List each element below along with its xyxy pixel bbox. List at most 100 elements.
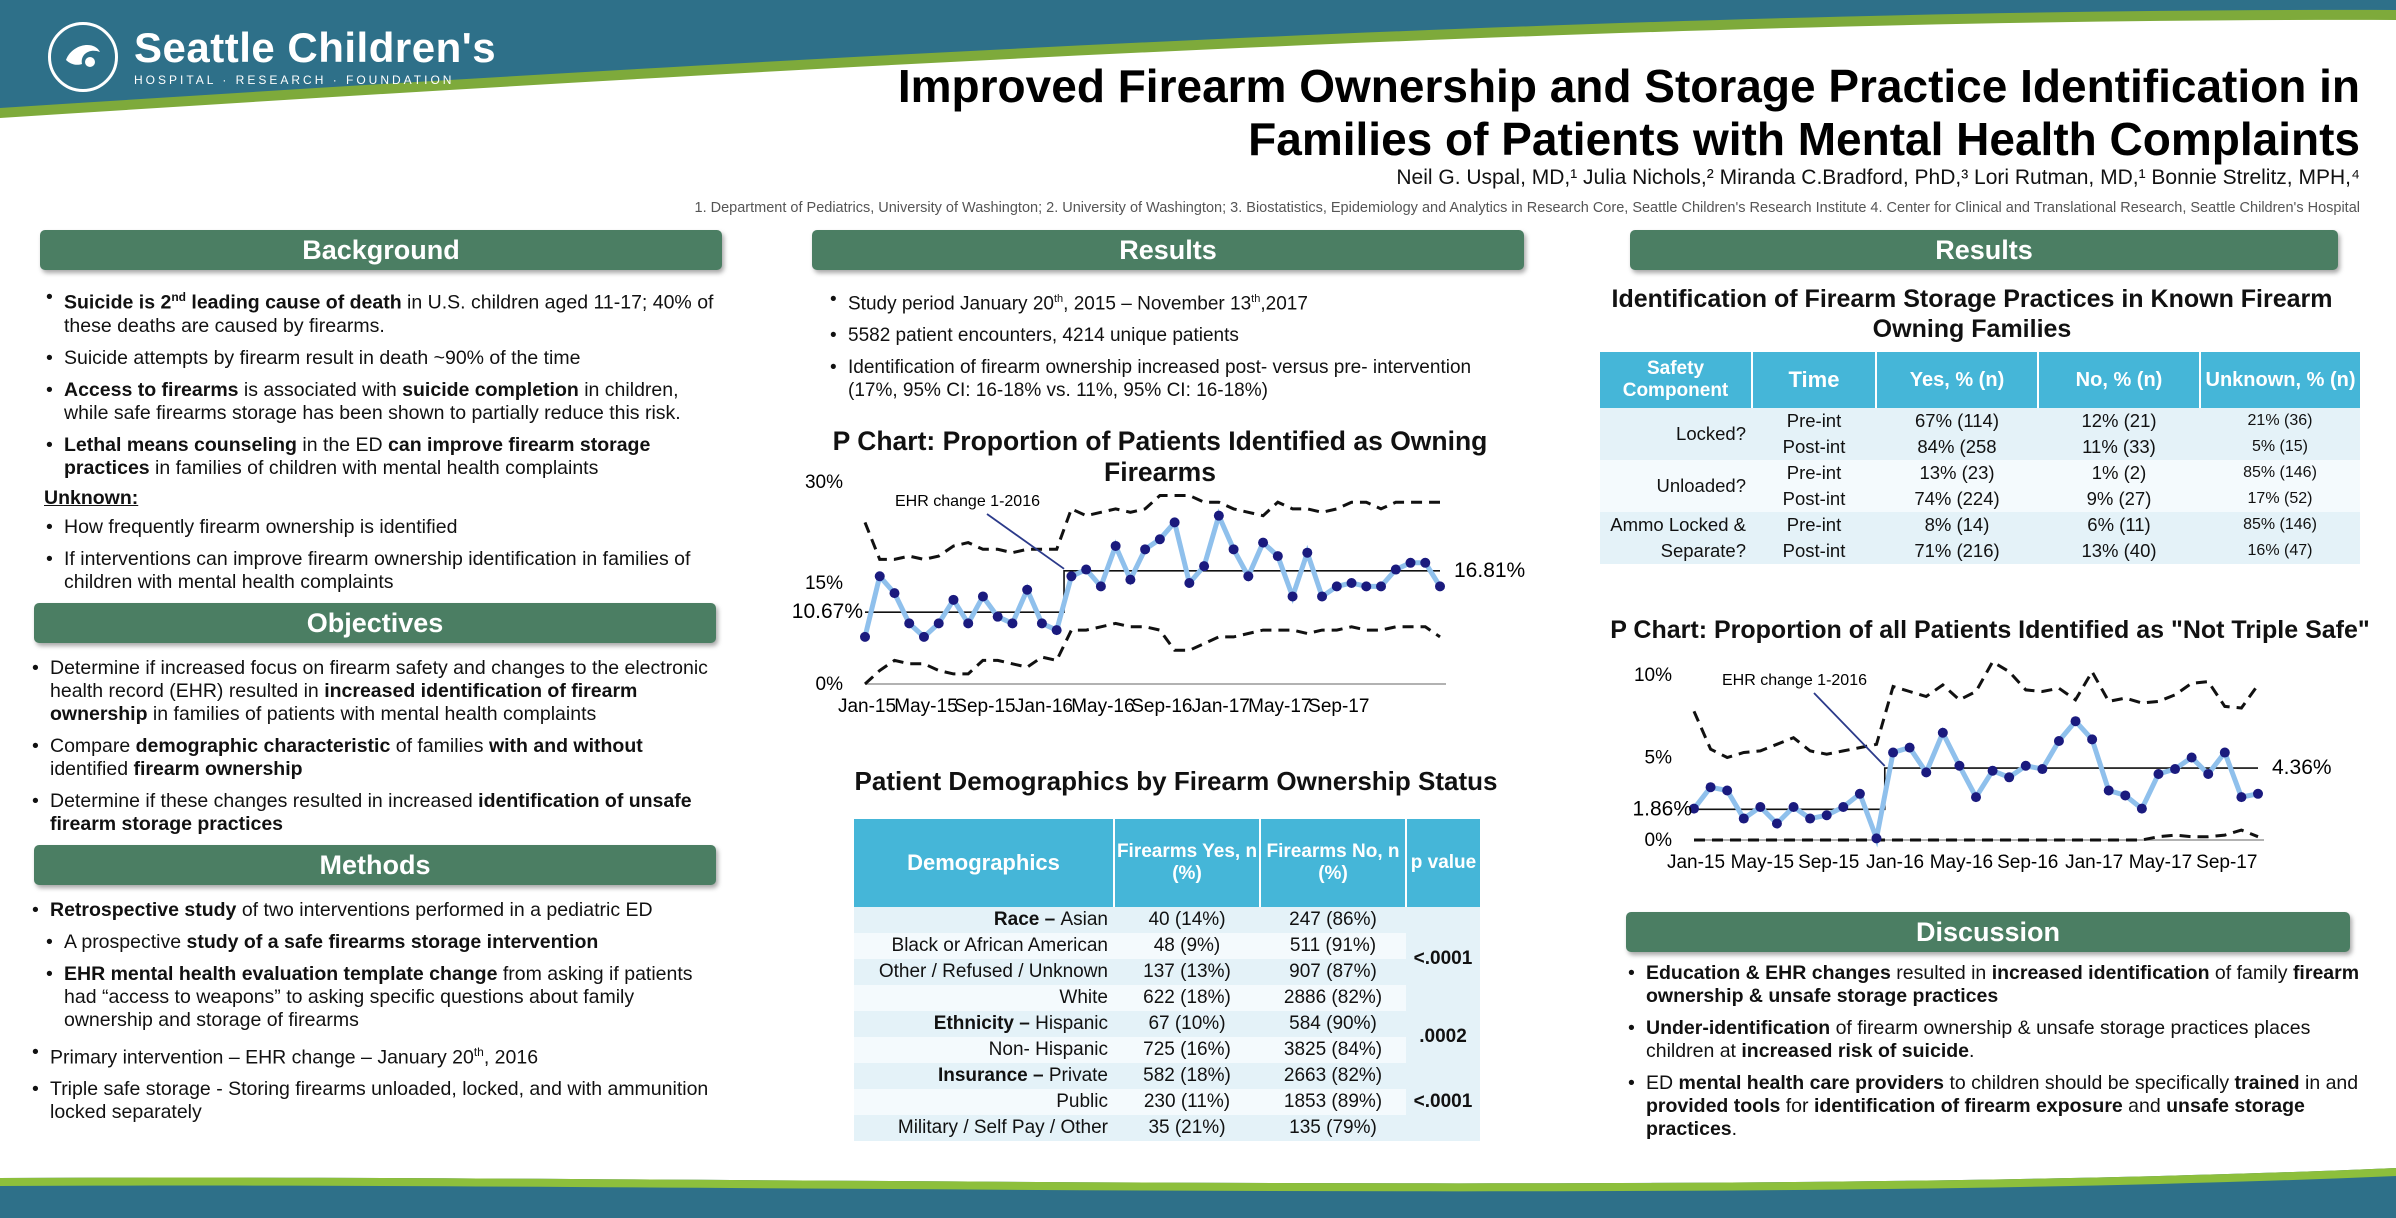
y-tick-label: 15%: [805, 573, 843, 594]
x-tick-label: Jan-15: [838, 696, 896, 717]
x-tick-label: May-16: [1930, 852, 1993, 873]
data-point: [860, 631, 870, 642]
data-point: [1987, 765, 1998, 776]
center-line: [1694, 767, 2258, 811]
data-point: [2120, 790, 2131, 801]
data-point: [2203, 769, 2214, 779]
x-tick-label: Sep-15: [954, 696, 1015, 717]
data-point: [1213, 510, 1224, 521]
data-point: [1140, 544, 1151, 555]
logo: Seattle Children's HOSPITAL · RESEARCH ·…: [48, 22, 496, 92]
list-item: A prospective study of a safe firearms s…: [28, 931, 722, 954]
table-row: Post-int 71% (216) 13% (40) 16% (47): [1600, 538, 2360, 564]
y-tick-label: 0%: [816, 674, 844, 695]
x-tick-label: May-17: [1248, 696, 1311, 717]
table-row: Race – Asian 40 (14%) 247 (86%) <.0001: [854, 907, 1480, 1011]
data-point: [2236, 792, 2247, 803]
data-point: [1838, 802, 1849, 812]
y-tick-label: 0%: [1645, 830, 1673, 851]
x-tick-label: May-16: [1071, 696, 1134, 717]
list-item: Suicide is 2nd leading cause of death in…: [42, 286, 722, 338]
data-point: [1287, 591, 1298, 602]
data-point: [1066, 571, 1077, 582]
bottom-banner: [0, 1168, 2396, 1218]
list-item: Under-identification of firearm ownershi…: [1624, 1017, 2364, 1063]
y-tick-label: 30%: [805, 472, 843, 493]
data-point: [1705, 782, 1716, 793]
chart1-title: P Chart: Proportion of Patients Identifi…: [832, 426, 1488, 487]
data-point: [1184, 578, 1195, 588]
data-point: [2037, 764, 2048, 775]
results-list: Study period January 20th, 2015 – Novemb…: [826, 288, 1524, 402]
data-point: [1904, 742, 1915, 753]
center-pre-label: 10.67%: [792, 600, 863, 623]
annotation-arrow: [986, 513, 1065, 570]
list-item: How frequently firearm ownership is iden…: [42, 516, 722, 539]
data-point: [1771, 818, 1782, 829]
data-point: [1805, 813, 1816, 824]
list-item: Identification of firearm ownership incr…: [826, 356, 1524, 402]
data-point: [889, 588, 900, 599]
right-column: Results: [1630, 230, 2338, 270]
data-point: [1435, 581, 1445, 592]
storage-table: Safety Component Time Yes, % (n) No, % (…: [1600, 352, 2360, 564]
data-point: [2153, 769, 2164, 779]
data-point: [1007, 618, 1018, 629]
lower-control-limit: [863, 621, 1441, 686]
data-point: [1821, 810, 1832, 821]
data-point: [1420, 557, 1431, 568]
table-row: Ethnicity – Hispanic 67 (10%) 584 (90%) .00…: [854, 1011, 1480, 1063]
list-item: 5582 patient encounters, 4214 unique pat…: [826, 324, 1524, 347]
methods-sublist: A prospective study of a safe firearms s…: [28, 931, 722, 1032]
data-point: [1954, 760, 1965, 771]
data-point: [1228, 544, 1239, 555]
upper-control-limit: [863, 494, 1440, 561]
data-point: [1689, 803, 1699, 814]
affiliations: 1. Department of Pediatrics, University …: [694, 200, 2361, 216]
list-item: Primary intervention – EHR change – Janu…: [28, 1041, 722, 1070]
objectives-header: Objectives: [34, 602, 716, 643]
table-row: Non- Hispanic 725 (16%) 3825 (84%): [854, 1037, 1480, 1063]
p-value: <.0001: [1406, 1063, 1480, 1141]
top-banner: [0, 0, 2396, 118]
methods-list: Retrospective study of two interventions…: [28, 899, 722, 922]
data-point: [1154, 534, 1165, 545]
data-point: [1937, 727, 1948, 738]
column-header: Yes, % (n): [1876, 352, 2039, 408]
methods-header: Methods: [34, 844, 716, 885]
list-item: Lethal means counseling in the ED can im…: [42, 434, 722, 480]
data-point: [2219, 747, 2230, 758]
demographics-table: Demographics Firearms Yes, n (%) Firearm…: [854, 819, 1480, 1141]
annotation-label: EHR change 1-2016: [1722, 672, 1867, 689]
data-point: [1199, 561, 1210, 572]
column-header: Unknown, % (n): [2200, 352, 2360, 408]
data-point: [1921, 767, 1932, 778]
discussion-header: Discussion: [1626, 912, 2350, 952]
data-point: [1110, 540, 1121, 551]
list-item: Retrospective study of two interventions…: [28, 899, 722, 922]
chart2-title: P Chart: Proportion of all Patients Iden…: [1610, 616, 2370, 644]
column-header: Time: [1752, 352, 1877, 408]
results-header-1: Results: [812, 230, 1524, 270]
demographics-title: Patient Demographics by Firearm Ownershi…: [854, 766, 1498, 796]
data-point: [1258, 537, 1269, 548]
data-point: [1405, 557, 1416, 568]
column-header: Firearms Yes, n (%): [1114, 819, 1261, 907]
x-tick-label: May-15: [894, 696, 957, 717]
data-point: [2087, 734, 2098, 745]
unknown-list: How frequently firearm ownership is iden…: [42, 516, 722, 594]
results-header-2: Results: [1630, 230, 2338, 270]
data-point: [1971, 792, 1981, 803]
data-point: [1243, 571, 1254, 582]
list-item: ED mental health care providers to child…: [1624, 1072, 2364, 1141]
data-point: [1390, 564, 1401, 575]
data-point: [1738, 813, 1749, 824]
table-row: Black or African American 48 (9%) 511 (91%…: [854, 933, 1480, 959]
data-point: [1331, 581, 1342, 592]
lower-control-limit: [1694, 828, 2259, 842]
objectives-list: Determine if increased focus on firearm …: [28, 657, 722, 836]
table-row: Ammo Locked & Separate? Pre-int 8% (14) 6% (…: [1600, 512, 2360, 564]
authors: Neil G. Uspal, MD,¹ Julia Nichols,² Mira…: [1396, 166, 2360, 189]
